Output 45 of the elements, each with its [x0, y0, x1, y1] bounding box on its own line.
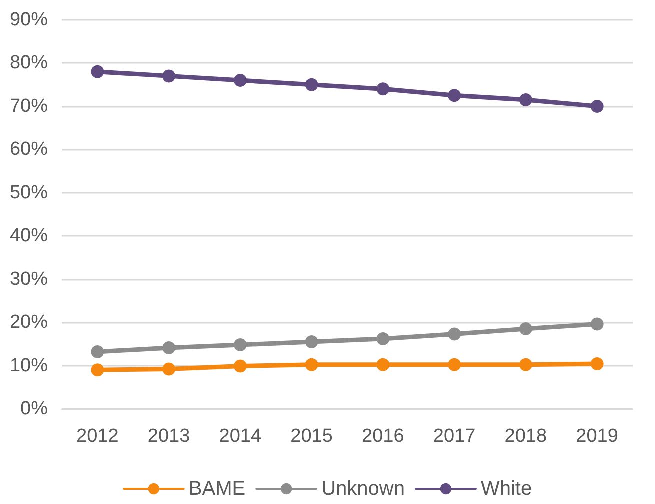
- point: [234, 338, 247, 352]
- y-tick-label: 70%: [10, 96, 48, 117]
- point: [590, 358, 604, 371]
- y-tick-label: 90%: [10, 10, 48, 30]
- x-tick-label: 2016: [362, 426, 404, 447]
- x-tick-label: 2019: [576, 426, 618, 447]
- point: [376, 332, 390, 346]
- y-tick-label: 50%: [10, 182, 48, 204]
- point: [234, 74, 247, 88]
- point: [448, 358, 462, 372]
- point: [234, 360, 247, 373]
- x-tick-label: 2017: [433, 426, 476, 447]
- x-tick-label: 2014: [219, 426, 262, 447]
- point: [91, 364, 104, 377]
- point: [590, 100, 604, 113]
- point: [376, 358, 390, 372]
- point: [448, 328, 462, 341]
- point: [305, 358, 318, 372]
- y-tick-label: 80%: [10, 52, 48, 74]
- point: [376, 82, 390, 96]
- x-tick-label: 2015: [290, 426, 333, 447]
- legend-label: White: [480, 478, 532, 500]
- y-tick-label: 20%: [10, 312, 48, 334]
- x-tick-label: 2012: [76, 426, 119, 447]
- point: [448, 89, 462, 102]
- point: [162, 362, 176, 376]
- y-tick-label: 10%: [10, 355, 48, 376]
- y-tick-label: 40%: [10, 226, 48, 247]
- point: [519, 93, 532, 106]
- point: [91, 345, 104, 358]
- point: [590, 318, 604, 331]
- legend-label: Unknown: [322, 478, 405, 500]
- point: [519, 322, 532, 336]
- point: [162, 342, 176, 355]
- y-tick-label: 0%: [20, 398, 48, 420]
- point: [305, 336, 318, 348]
- y-tick-label: 30%: [10, 268, 48, 290]
- x-tick-label: 2013: [148, 426, 190, 447]
- y-tick-label: 60%: [10, 139, 48, 160]
- point: [91, 65, 104, 78]
- point: [519, 358, 532, 372]
- legend-label: BAME: [188, 478, 246, 500]
- point: [305, 78, 318, 92]
- point: [162, 70, 176, 83]
- x-tick-label: 2018: [504, 426, 548, 447]
